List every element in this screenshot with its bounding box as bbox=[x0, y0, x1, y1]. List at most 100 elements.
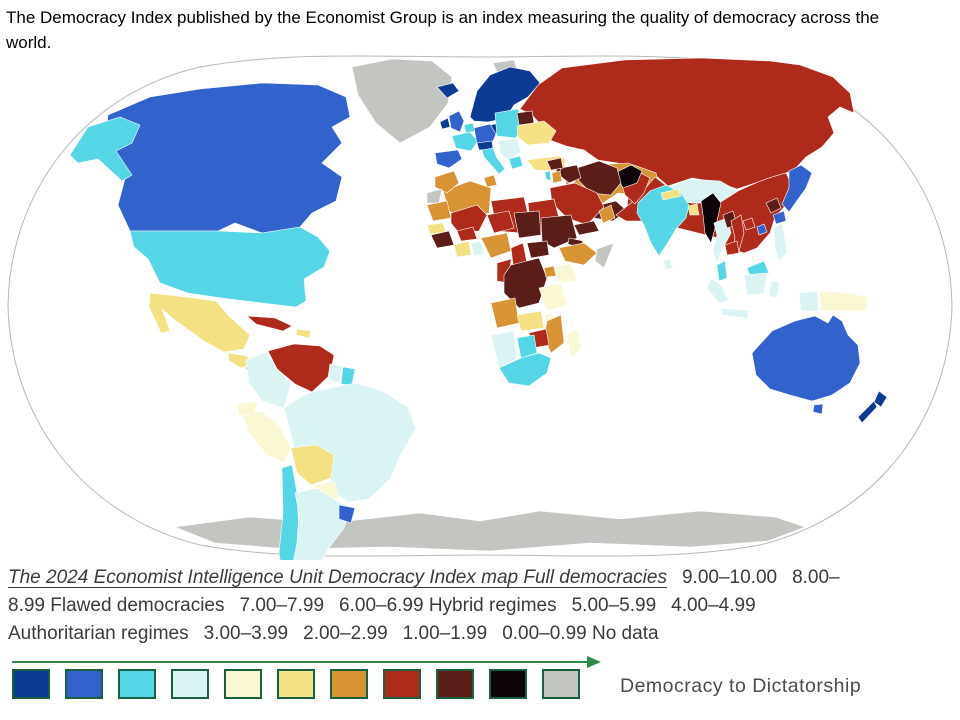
caption-segment: 2.00–2.99 bbox=[303, 623, 388, 644]
region-myanmar bbox=[700, 192, 722, 244]
region-iran bbox=[576, 160, 622, 196]
region-zambia bbox=[516, 310, 545, 332]
legend-swatch-2-00-2-99 bbox=[383, 669, 421, 699]
region-iberia bbox=[434, 149, 463, 169]
caption-segment: Authoritarian regimes bbox=[8, 623, 189, 644]
region-sudan bbox=[540, 214, 578, 249]
region-syria bbox=[546, 157, 564, 171]
region-tunisia bbox=[483, 174, 498, 188]
caption-segment: 5.00–5.99 bbox=[571, 595, 657, 616]
page-title: The Democracy Index published by the Eco… bbox=[6, 8, 880, 52]
region-somalia bbox=[594, 242, 615, 269]
region-bolivia bbox=[290, 444, 335, 486]
legend-swatch-7-00-7-99 bbox=[118, 669, 156, 699]
region-sumatra bbox=[706, 277, 730, 304]
region-alaska bbox=[69, 116, 141, 182]
region-afghanistan bbox=[614, 164, 643, 189]
region-uruguay bbox=[338, 504, 356, 524]
region-madagascar bbox=[566, 327, 582, 359]
region-oman bbox=[598, 204, 616, 224]
region-colombia bbox=[245, 351, 292, 409]
region-scandinavia bbox=[469, 66, 541, 123]
legend-swatch-6-00-6-99 bbox=[171, 669, 209, 699]
democracy-arrow bbox=[12, 655, 602, 669]
region-jordan bbox=[551, 170, 563, 184]
region-chad bbox=[513, 210, 542, 239]
region-guyana bbox=[327, 363, 343, 384]
region-uk bbox=[448, 110, 465, 133]
caption-segment: 8.99 Flawed democracies bbox=[8, 595, 225, 616]
caption-segment: 4.00–4.99 bbox=[671, 595, 756, 616]
region-drc bbox=[503, 257, 548, 309]
caption-title-link: The 2024 Economist Intelligence Unit Dem… bbox=[8, 567, 667, 588]
region-new-zealand-north bbox=[873, 390, 888, 408]
region-malaysia-peninsula bbox=[716, 260, 728, 282]
region-italy bbox=[481, 147, 506, 175]
region-australia bbox=[751, 314, 861, 402]
caption-line: The 2024 Economist Intelligence Unit Dem… bbox=[8, 564, 954, 592]
region-germany bbox=[473, 123, 497, 147]
region-japan bbox=[781, 164, 813, 213]
region-central-african-republic bbox=[526, 240, 550, 259]
region-bangladesh bbox=[687, 203, 700, 216]
caption-segment: 6.00–6.99 Hybrid regimes bbox=[339, 595, 557, 616]
world-map-svg bbox=[7, 55, 953, 589]
region-ukraine bbox=[516, 120, 557, 146]
region-ireland bbox=[439, 117, 451, 130]
caption-segment: 8.00– bbox=[792, 567, 840, 588]
region-kenya bbox=[553, 262, 578, 284]
region-sri-lanka bbox=[662, 258, 674, 271]
region-borneo-indonesia bbox=[743, 272, 768, 296]
region-benelux bbox=[463, 122, 476, 134]
region-nigeria bbox=[480, 232, 512, 259]
region-botswana bbox=[516, 334, 538, 359]
caption-segment: 7.00–7.99 bbox=[239, 595, 325, 616]
caption-line: Authoritarian regimes 3.00–3.99 2.00–2.99 1… bbox=[8, 620, 954, 648]
legend-swatch-1-00-1-99 bbox=[436, 669, 474, 699]
region-west-papua bbox=[798, 290, 820, 312]
region-south-africa bbox=[498, 352, 552, 387]
legend-swatch-4-00-4-99 bbox=[277, 669, 315, 699]
legend-swatch-3-00-3-99 bbox=[330, 669, 368, 699]
caption-segment: 3.00–3.99 bbox=[203, 623, 289, 644]
legend-swatch-row bbox=[12, 669, 580, 699]
caption-segment: 9.00–10.00 bbox=[681, 567, 778, 588]
region-burkina-faso bbox=[456, 226, 478, 242]
region-greenland bbox=[351, 58, 453, 144]
region-cuba bbox=[246, 315, 293, 332]
region-yemen bbox=[573, 220, 600, 236]
region-ethiopia bbox=[558, 242, 598, 266]
legend-swatch-9-00-10-00 bbox=[12, 669, 50, 699]
legend-swatch-5-00-5-99 bbox=[224, 669, 262, 699]
world-map bbox=[0, 55, 960, 589]
region-south-korea bbox=[772, 210, 787, 225]
region-cambodia bbox=[724, 240, 740, 256]
region-belarus bbox=[516, 110, 535, 126]
region-papua-new-guinea bbox=[818, 290, 869, 312]
region-namibia bbox=[490, 330, 518, 369]
region-niger bbox=[486, 210, 515, 234]
legend-swatch-8-00-8-99 bbox=[65, 669, 103, 699]
region-nepal bbox=[660, 188, 682, 201]
region-ghana bbox=[470, 240, 485, 257]
arrow-label: Democracy to Dictatorship bbox=[620, 675, 862, 697]
region-tanzania bbox=[538, 282, 568, 312]
region-taiwan bbox=[756, 223, 768, 236]
region-morocco bbox=[434, 170, 460, 194]
region-sulawesi bbox=[768, 280, 780, 299]
region-uganda bbox=[543, 265, 557, 278]
region-france bbox=[451, 131, 479, 152]
region-north-korea bbox=[765, 197, 782, 214]
region-tasmania bbox=[812, 403, 824, 415]
caption-segment: 1.00–1.99 bbox=[402, 623, 488, 644]
region-peru bbox=[242, 410, 292, 464]
region-java bbox=[720, 307, 750, 319]
region-greece bbox=[508, 155, 524, 170]
caption-line: 8.99 Flawed democracies 7.00–7.99 6.00–6.9… bbox=[8, 592, 954, 620]
region-ivory-coast bbox=[453, 240, 472, 258]
map-caption: The 2024 Economist Intelligence Unit Dem… bbox=[8, 564, 954, 648]
region-hispaniola bbox=[295, 328, 312, 339]
region-iceland bbox=[436, 82, 460, 99]
region-israel bbox=[544, 170, 552, 182]
region-usa bbox=[129, 226, 331, 308]
